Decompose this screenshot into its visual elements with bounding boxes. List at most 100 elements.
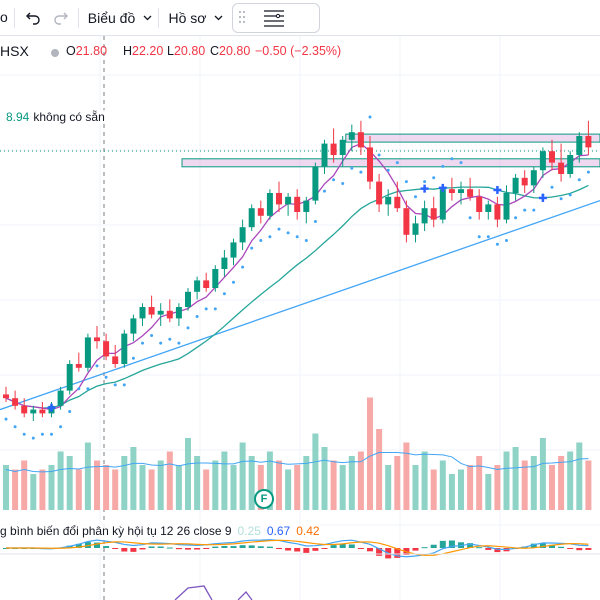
candle-body <box>467 189 474 197</box>
rectangle-zone <box>345 133 600 143</box>
sar-dot <box>213 307 217 311</box>
sar-dot <box>586 170 590 174</box>
macd-histogram-bar <box>212 546 219 548</box>
volume-bar <box>430 469 437 510</box>
volume-bar <box>503 451 510 510</box>
horizontal-lines-icon[interactable] <box>262 6 286 30</box>
sar-dot <box>323 189 326 193</box>
ma-short-line <box>5 142 589 411</box>
chevron-down-icon <box>143 15 152 21</box>
ohlc-close: C20.80 <box>210 44 251 58</box>
sar-dot <box>332 178 336 182</box>
sar-dot <box>577 178 581 182</box>
macd-signal-value: 0.42 <box>296 524 320 538</box>
sar-dot <box>441 164 445 168</box>
candle-body <box>321 143 328 167</box>
macd-legend[interactable]: g bình biến đổi phân kỳ hội tụ 12 26 clo… <box>0 524 320 538</box>
rectangle-zone <box>181 158 600 168</box>
profile-menu-button[interactable]: Hồ sơ <box>164 4 228 32</box>
volume-bar <box>248 456 255 510</box>
trend-line <box>0 199 600 411</box>
volume-bar <box>439 460 446 510</box>
volume-bar <box>476 456 483 510</box>
toolbar-separator <box>158 8 159 28</box>
candle-body <box>130 318 137 334</box>
volume-bar <box>567 451 574 510</box>
candle-body <box>121 333 128 364</box>
volume-bar <box>148 469 155 510</box>
macd-histogram-bar <box>494 548 501 553</box>
price-note-text: không có sẵn <box>33 110 105 124</box>
candle-body <box>57 390 64 406</box>
sar-dot <box>559 197 563 201</box>
volume-bar <box>185 438 191 510</box>
macd-histogram-bar <box>276 548 282 549</box>
sar-dot <box>222 292 226 296</box>
drag-grip-icon[interactable] <box>238 9 246 25</box>
candle-body <box>203 280 210 288</box>
volume-bar <box>48 465 55 510</box>
candle-body <box>12 398 19 406</box>
price-change: −0.50 (−2.35%) <box>255 44 342 58</box>
toolbar-left-cut-label[interactable]: o <box>0 9 8 25</box>
candle-body <box>421 208 428 224</box>
parabolic-sar-dots <box>4 115 590 440</box>
sar-dot <box>414 195 417 199</box>
volume-bar <box>294 465 301 510</box>
candle-body <box>494 204 501 220</box>
price-chart[interactable] <box>0 36 600 600</box>
candle-body <box>21 405 28 414</box>
volume-bar <box>194 456 201 510</box>
sar-dot <box>386 168 390 172</box>
macd-histogram-bar <box>530 543 537 548</box>
macd-histogram-bar <box>248 545 255 548</box>
sar-dot <box>532 208 536 212</box>
sar-dot <box>141 341 144 345</box>
macd-histogram-bar <box>539 543 546 548</box>
macd-histogram-bar <box>175 548 182 550</box>
redo-icon[interactable] <box>48 4 74 32</box>
symbol-label[interactable]: HSX <box>0 43 29 59</box>
macd-histogram-bar <box>285 548 292 551</box>
chart-menu-button[interactable]: Biểu đồ <box>84 4 156 32</box>
candle-body <box>521 177 528 186</box>
undo-icon[interactable] <box>20 4 46 32</box>
macd-histogram-bar <box>439 540 446 548</box>
sar-dot <box>131 356 135 360</box>
candle-body <box>230 242 237 258</box>
macd-histogram-bar <box>148 546 155 548</box>
sar-dot <box>241 265 245 269</box>
volume-bar <box>330 460 337 510</box>
price-note: 8.94 không có sẵn <box>4 110 107 124</box>
macd-histogram-bar <box>130 548 137 552</box>
sar-dot <box>368 115 372 119</box>
candle-body <box>175 307 182 319</box>
volume-bar <box>139 465 146 510</box>
chart-menu-label: Biểu đồ <box>87 10 136 26</box>
sar-dot <box>423 180 427 184</box>
macd-histogram-bar <box>485 548 492 550</box>
sar-dot <box>250 246 254 250</box>
macd-histogram-bar <box>567 548 574 549</box>
macd-histogram-bar <box>257 546 264 548</box>
volume-bar <box>448 474 455 510</box>
sar-dot <box>13 425 17 429</box>
volume-bar <box>403 442 410 510</box>
volume-bar <box>394 456 401 510</box>
volume-bar <box>421 451 428 510</box>
sar-dot <box>377 153 381 157</box>
volume-bar <box>57 451 64 510</box>
candle-body <box>385 196 392 205</box>
volume-bar <box>357 451 364 510</box>
sar-dot <box>77 387 81 391</box>
flag-badge-icon[interactable]: F <box>254 489 274 509</box>
volume-bar <box>494 465 501 510</box>
candle-body <box>212 269 219 288</box>
macd-histogram-bar <box>157 546 164 548</box>
macd-line-value: 0.67 <box>266 524 291 538</box>
macd-histogram-bar <box>367 548 373 552</box>
macd-histogram-bar <box>330 545 337 548</box>
ohlc-low: L20.80 <box>167 44 206 58</box>
sar-dot <box>186 326 190 330</box>
top-toolbar: o Biểu đồ Hồ sơ <box>0 0 600 36</box>
